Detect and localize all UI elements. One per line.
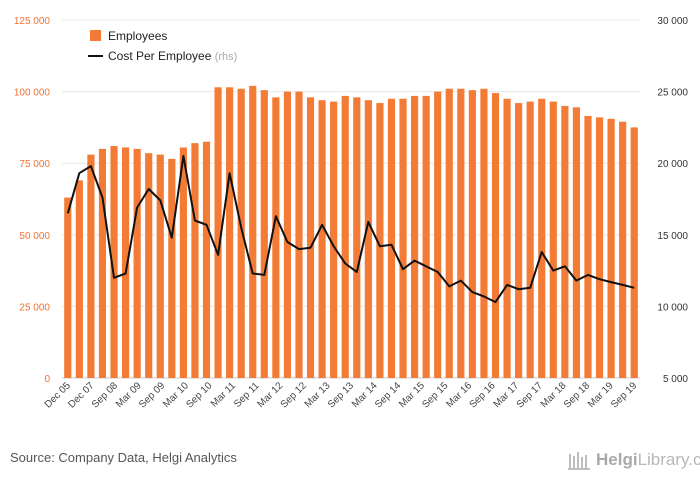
employees-bar <box>480 88 488 379</box>
y-left-tick-label: 25 000 <box>19 302 50 313</box>
employees-bar <box>491 93 500 379</box>
employees-bar <box>133 148 141 378</box>
employees-bar <box>468 90 476 378</box>
employees-bar <box>341 95 349 379</box>
employees-bar <box>110 146 118 378</box>
employees-bar <box>249 85 257 378</box>
employees-bar <box>214 87 222 378</box>
y-left-tick-label: 0 <box>44 374 50 385</box>
y-right-tick-label: 15 000 <box>657 231 688 242</box>
y-right-tick-label: 25 000 <box>657 88 688 99</box>
legend-rhs-suffix: (rhs) <box>215 51 238 63</box>
legend-employees-swatch <box>90 30 101 41</box>
employees-bar <box>434 91 442 378</box>
y-right-tick-label: 20 000 <box>657 159 688 170</box>
employees-bar <box>595 117 604 378</box>
employees-bar <box>75 180 83 378</box>
helgi-library-logo: HelgiLibrary.com <box>568 449 700 471</box>
employees-bar <box>445 88 453 379</box>
employees-bar <box>572 107 581 379</box>
employees-bar <box>457 88 465 379</box>
employees-bar <box>353 97 361 378</box>
y-left-tick-label: 125 000 <box>14 16 51 27</box>
employees-bar <box>64 197 72 378</box>
x-tick-label: Sep 09 <box>137 380 167 410</box>
employees-bar <box>318 100 326 378</box>
y-right-tick-label: 30 000 <box>657 16 688 27</box>
employees-bar <box>179 147 187 378</box>
source-note: Source: Company Data, Helgi Analytics <box>10 450 237 465</box>
legend-cost-label: Cost Per Employee (rhs) <box>108 49 237 63</box>
x-tick-label: Sep 17 <box>515 380 545 410</box>
employees-bar <box>121 147 130 378</box>
employees-bar <box>168 158 176 378</box>
employees-bar <box>538 98 546 378</box>
employees-bar <box>607 118 615 379</box>
employees-bar <box>422 95 430 379</box>
employees-bar <box>410 95 419 379</box>
x-tick-label: Sep 16 <box>468 380 498 410</box>
y-left-tick-label: 50 000 <box>19 231 50 242</box>
x-tick-label: Sep 15 <box>420 380 450 410</box>
employees-bar <box>584 115 592 378</box>
employees-bar <box>330 101 338 379</box>
legend-employees-label: Employees <box>108 29 167 43</box>
x-tick-label: Sep 13 <box>326 380 356 410</box>
employees-bar <box>364 100 372 378</box>
employees-bar <box>283 91 292 378</box>
employees-bar <box>561 105 569 379</box>
x-tick-label: Sep 10 <box>184 380 214 410</box>
employees-bar <box>202 141 211 378</box>
employees-bar <box>226 87 234 378</box>
employees-bar <box>306 97 315 378</box>
y-right-tick-label: 5 000 <box>663 374 688 385</box>
x-tick-label: Sep 12 <box>279 380 309 410</box>
cost-per-employee-line <box>66 155 635 304</box>
employees-bar <box>272 97 280 378</box>
employees-bar <box>619 121 627 378</box>
x-tick-label: Sep 18 <box>562 380 592 410</box>
employees-bar <box>156 154 164 378</box>
logo-text: HelgiLibrary.com <box>596 450 700 469</box>
employees-bar <box>191 143 199 378</box>
employees-bar <box>376 103 384 378</box>
employees-bar <box>503 98 511 378</box>
employees-bar <box>387 98 396 378</box>
employees-bar <box>630 127 638 379</box>
employees-bar <box>526 101 534 379</box>
employees-bar <box>399 98 407 378</box>
library-icon <box>568 452 590 470</box>
employees-bar <box>549 101 557 379</box>
y-right-tick-label: 10 000 <box>657 302 688 313</box>
employees-bar <box>295 91 303 378</box>
employees-bar <box>145 153 153 378</box>
employees-bar <box>260 90 268 378</box>
y-left-tick-label: 100 000 <box>14 88 51 99</box>
x-tick-label: Sep 08 <box>90 380 120 410</box>
y-left-tick-label: 75 000 <box>19 159 50 170</box>
x-tick-label: Sep 19 <box>609 380 639 410</box>
employees-bar <box>87 154 95 378</box>
employees-bar <box>515 103 523 378</box>
employees-bar <box>237 88 245 379</box>
employees-bar <box>98 148 107 378</box>
x-tick-label: Sep 14 <box>373 380 403 410</box>
